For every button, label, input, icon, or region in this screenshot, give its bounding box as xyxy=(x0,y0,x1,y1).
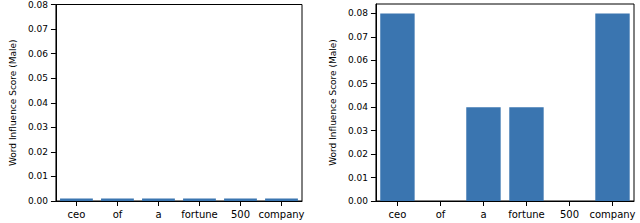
svg-text:0.07: 0.07 xyxy=(348,32,368,42)
svg-text:0.08: 0.08 xyxy=(28,0,48,10)
svg-text:Word Influence Score (Male): Word Influence Score (Male) xyxy=(8,39,18,166)
svg-text:a: a xyxy=(155,209,161,220)
svg-text:of: of xyxy=(113,209,123,220)
svg-text:0.02: 0.02 xyxy=(28,147,48,157)
svg-text:500: 500 xyxy=(560,209,579,220)
svg-text:fortune: fortune xyxy=(508,209,545,220)
svg-text:0.04: 0.04 xyxy=(348,102,368,112)
svg-text:a: a xyxy=(480,209,486,220)
svg-text:company: company xyxy=(589,209,635,220)
svg-text:ceo: ceo xyxy=(389,209,407,220)
svg-text:0.06: 0.06 xyxy=(348,55,368,65)
svg-text:ceo: ceo xyxy=(68,209,86,220)
svg-text:0.01: 0.01 xyxy=(348,173,368,183)
svg-text:0.03: 0.03 xyxy=(348,126,368,136)
svg-text:0.03: 0.03 xyxy=(28,122,48,132)
svg-text:0.07: 0.07 xyxy=(28,24,48,34)
svg-text:Word Influence Score (Male): Word Influence Score (Male) xyxy=(328,39,338,166)
svg-text:of: of xyxy=(436,209,446,220)
svg-text:0.01: 0.01 xyxy=(28,171,48,181)
svg-text:0.02: 0.02 xyxy=(348,149,368,159)
svg-text:company: company xyxy=(258,209,304,220)
svg-text:0.04: 0.04 xyxy=(28,98,48,108)
svg-text:0.05: 0.05 xyxy=(348,79,368,89)
svg-text:fortune: fortune xyxy=(181,209,218,220)
svg-text:500: 500 xyxy=(231,209,250,220)
svg-text:0.06: 0.06 xyxy=(28,49,48,59)
svg-text:0.05: 0.05 xyxy=(28,73,48,83)
svg-text:0.08: 0.08 xyxy=(348,8,368,18)
svg-text:0.00: 0.00 xyxy=(348,196,368,206)
svg-text:0.00: 0.00 xyxy=(28,196,48,206)
